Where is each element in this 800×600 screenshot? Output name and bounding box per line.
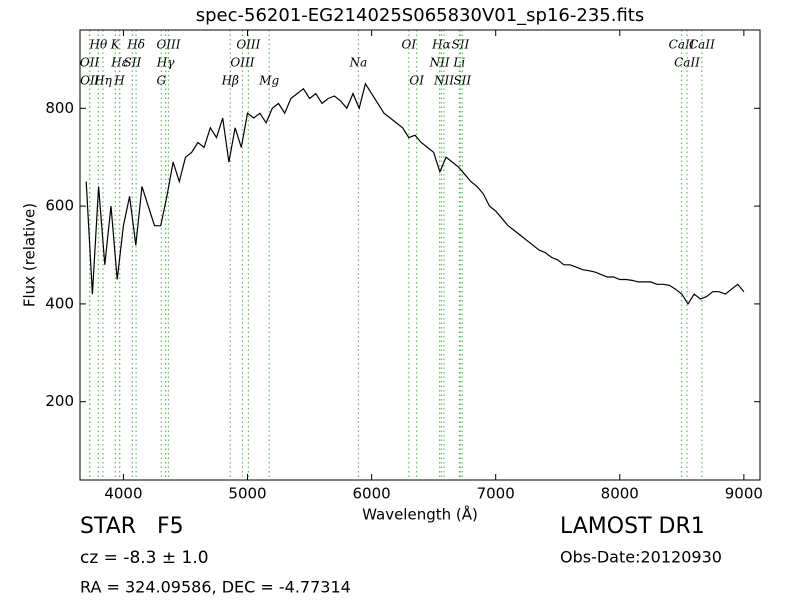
- survey: LAMOST DR1: [560, 514, 705, 539]
- line-marker-label: OIII: [230, 56, 254, 70]
- y-tick-label: 200: [45, 392, 74, 410]
- line-marker-label: CaII: [669, 38, 695, 52]
- line-marker-label: Hθ: [89, 38, 108, 52]
- redshift: cz = -8.3 ± 1.0: [80, 548, 209, 568]
- y-tick-label: 600: [45, 197, 74, 215]
- line-marker-label: H: [113, 74, 125, 88]
- line-marker-label: K: [110, 38, 121, 52]
- line-marker-label: OI: [409, 74, 424, 88]
- line-marker-label: OI: [402, 38, 417, 52]
- chart-title: spec-56201-EG214025S065830V01_sp16-235.f…: [196, 5, 644, 26]
- line-marker-label: OIII: [236, 38, 260, 52]
- line-marker-label: Hη: [93, 74, 112, 88]
- object-class: STAR F5: [80, 514, 184, 539]
- line-marker-label: Na: [349, 56, 368, 70]
- line-marker-label: CaII: [689, 38, 715, 52]
- line-marker-label: OIII: [156, 38, 180, 52]
- line-marker-label: CaII: [674, 56, 700, 70]
- line-marker-label: Li: [452, 56, 465, 70]
- line-marker-label: Hδ: [126, 38, 145, 52]
- x-tick-label: 6000: [353, 485, 391, 503]
- line-marker-label: SII: [453, 74, 471, 88]
- coordinates: RA = 324.09586, DEC = -4.77314: [80, 578, 351, 597]
- line-marker-label: NII: [429, 56, 450, 70]
- spectrum-line: [85, 82, 745, 306]
- line-marker-label: Hγ: [156, 56, 175, 70]
- line-marker-label: SII: [452, 38, 470, 52]
- y-tick-label: 800: [45, 99, 74, 117]
- line-marker-label: G: [156, 74, 166, 88]
- line-marker-label: Hα: [431, 38, 451, 52]
- x-tick-label: 9000: [725, 485, 763, 503]
- x-tick-label: 5000: [228, 485, 266, 503]
- x-axis-label: Wavelength (Å): [362, 505, 478, 524]
- y-tick-label: 400: [45, 294, 74, 312]
- line-marker-label: Mg: [258, 74, 279, 88]
- plot-frame: [79, 29, 761, 481]
- x-tick-label: 8000: [601, 485, 639, 503]
- obs-date: Obs-Date:20120930: [560, 548, 722, 567]
- x-tick-label: 7000: [477, 485, 515, 503]
- line-marker-label: SII: [124, 56, 142, 70]
- x-tick-label: 4000: [104, 485, 142, 503]
- line-marker-label: NII: [433, 74, 454, 88]
- line-marker-label: Hβ: [221, 74, 239, 88]
- line-marker-label: OII: [80, 74, 100, 88]
- y-axis-label: Flux (relative): [21, 203, 39, 307]
